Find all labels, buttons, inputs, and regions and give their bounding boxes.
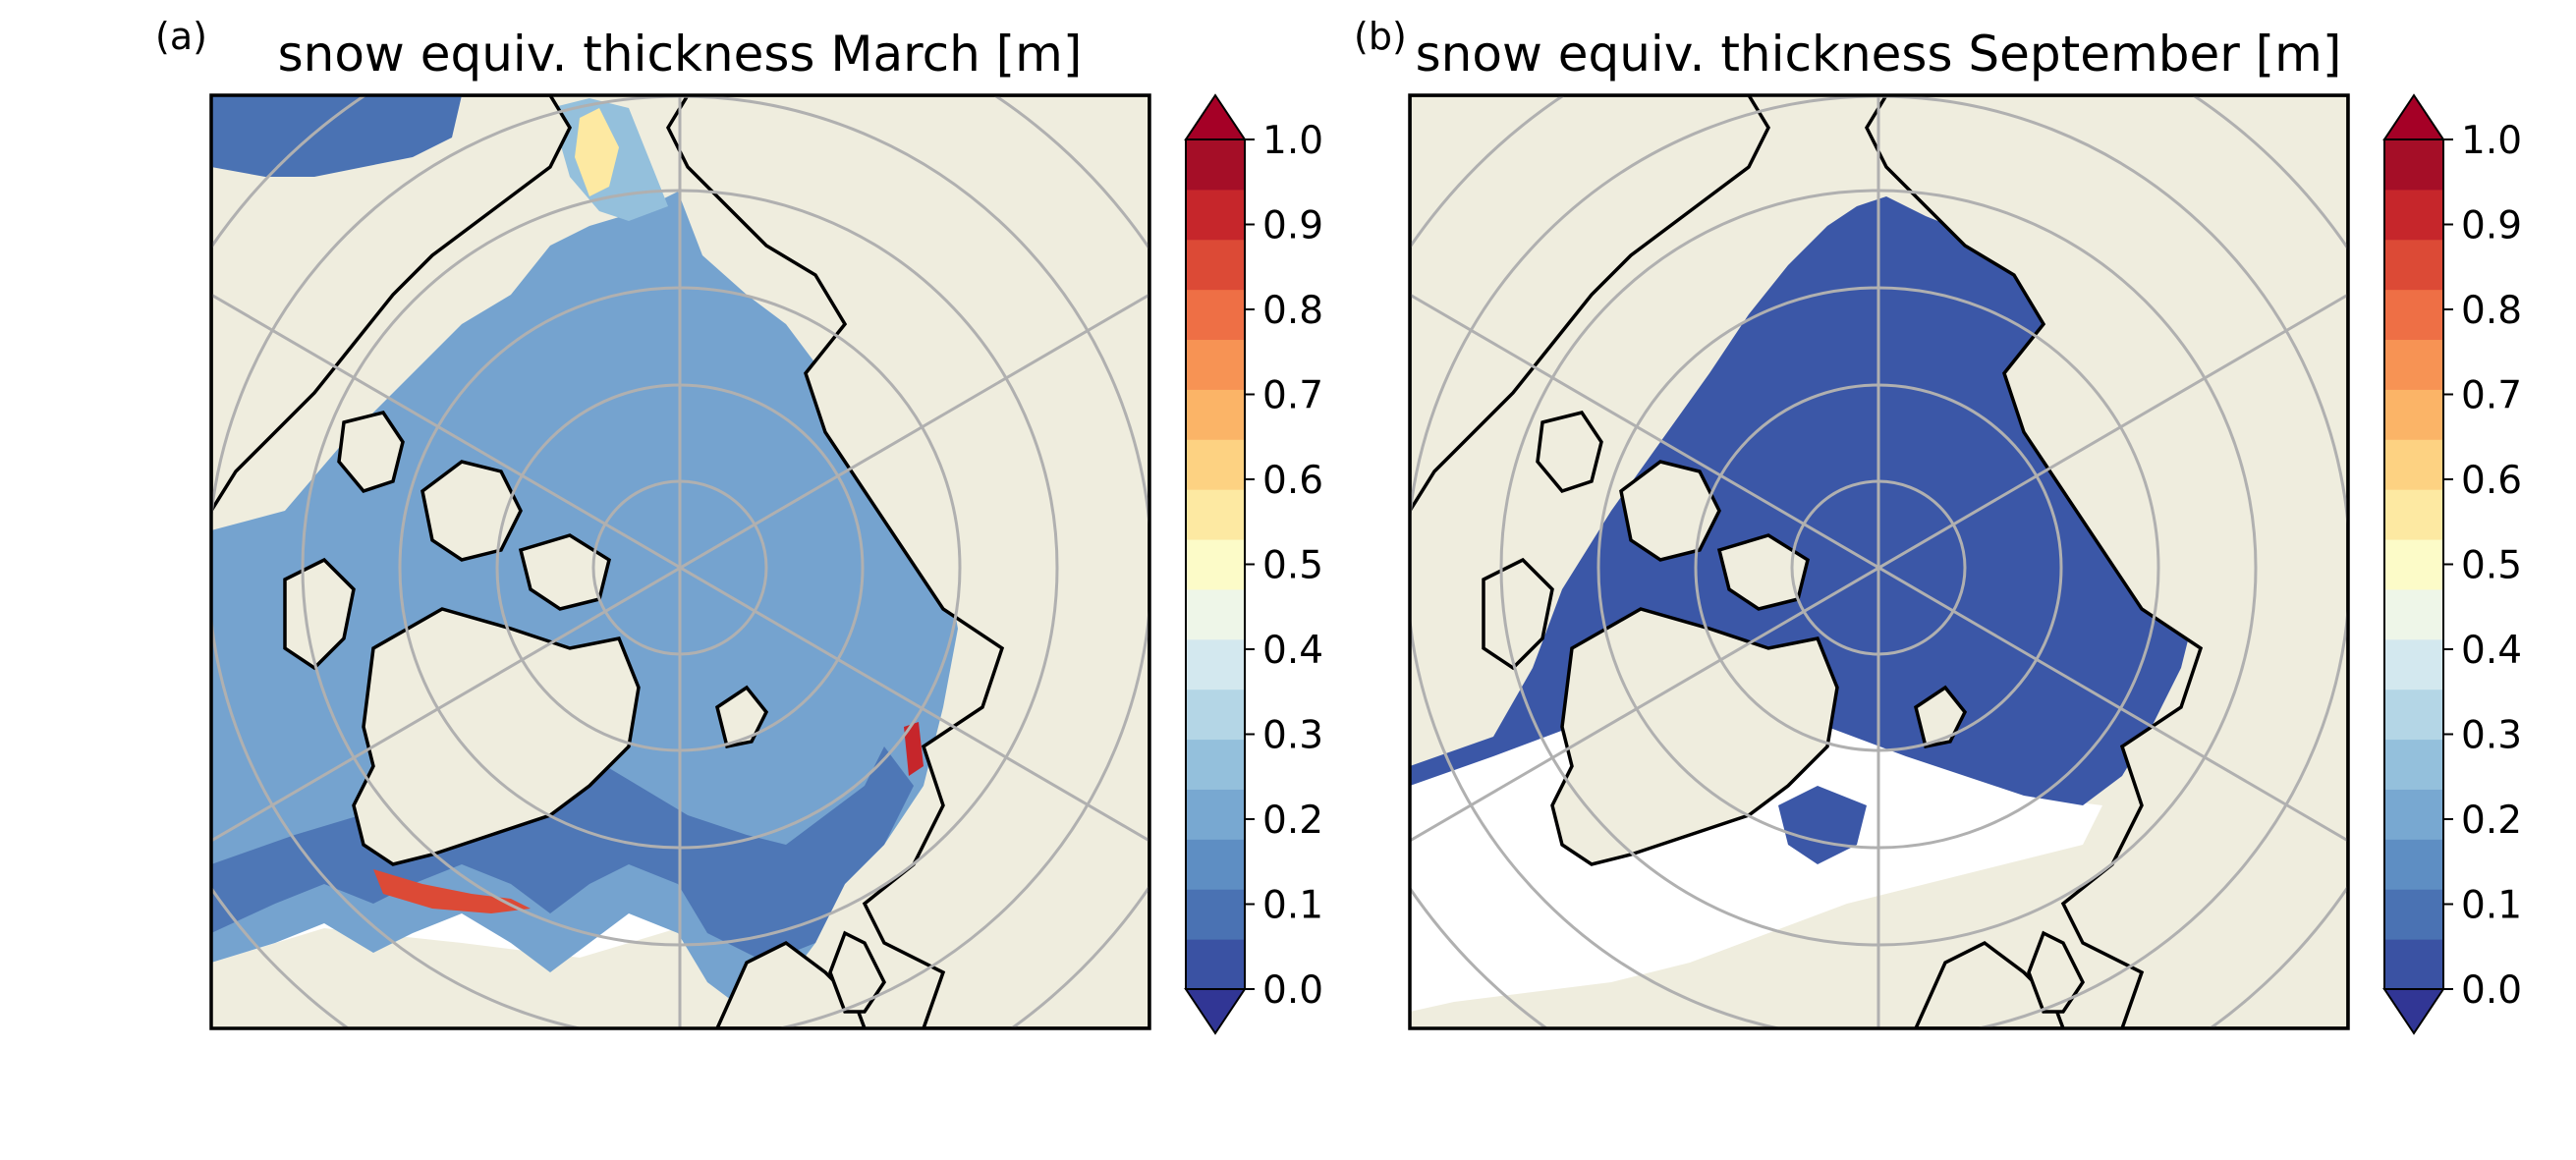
colorbar-tick-label: 0.7 [1262, 374, 1323, 418]
panel-b: (b) snow equiv. thickness September [m] [1354, 15, 2350, 1030]
colorbar-swatch [1186, 689, 1245, 741]
colorbar-tick-label: 0.8 [1262, 289, 1323, 333]
colorbar-a-swatches [1186, 139, 1245, 990]
colorbar-b-swatches [2384, 139, 2443, 990]
colorbar-b-under-triangle [2382, 988, 2445, 1035]
colorbar-swatch [2384, 689, 2443, 741]
panel-a-canadian-archipelago-1 [420, 460, 523, 562]
colorbar-tick-label: 0.1 [1262, 884, 1323, 928]
colorbar-b: 0.0 0.1 0.2 0.3 0.4 0.5 0.6 0.7 0.8 0.9 1.0 [2382, 93, 2522, 1035]
colorbar-tick-label: 0.9 [1262, 204, 1323, 249]
colorbar-a-under-triangle [1184, 988, 1247, 1035]
colorbar-b-over-triangle [2382, 93, 2445, 140]
panel-b-frame [1408, 93, 2350, 1030]
colorbar-swatch [2384, 588, 2443, 640]
colorbar-swatch [1186, 839, 1245, 890]
colorbar-swatch [1186, 588, 1245, 640]
colorbar-swatch [1186, 289, 1245, 341]
panel-a-eurasia [666, 95, 1149, 1028]
colorbar-tick-label: 0.0 [1262, 968, 1323, 1013]
panel-a-title: snow equiv. thickness March [m] [278, 26, 1083, 83]
colorbar-swatch [1186, 939, 1245, 990]
colorbar-tick-label: 0.5 [2461, 544, 2522, 588]
panel-a-hotspot-greenland [373, 869, 531, 913]
colorbar-swatch [1186, 239, 1245, 291]
panel-b-svalbard [1914, 685, 1968, 749]
colorbar-swatch [2384, 389, 2443, 440]
colorbar-a-ticks: 0.0 0.1 0.2 0.3 0.4 0.5 0.6 0.7 0.8 0.9 1.0 [1245, 119, 1323, 1013]
colorbar-swatch [2384, 789, 2443, 840]
panel-a-hotspot-bering [575, 108, 619, 196]
colorbar-swatch [2384, 839, 2443, 890]
colorbar-swatch [1186, 139, 1245, 191]
colorbar-tick-label: 1.0 [1262, 119, 1323, 163]
panel-a-canadian-archipelago-2 [337, 411, 405, 494]
colorbar-swatch [2384, 638, 2443, 690]
colorbar-tick-label: 0.8 [2461, 289, 2522, 333]
panel-a-north-america [211, 95, 572, 515]
colorbar-tick-label: 0.7 [2461, 374, 2522, 418]
panel-b-canadian-archipelago-1 [1619, 460, 1721, 562]
colorbar-swatch [1186, 539, 1245, 590]
colorbar-tick-label: 0.5 [1262, 544, 1323, 588]
panel-b-north-america [1410, 95, 1770, 515]
colorbar-swatch [1186, 189, 1245, 241]
colorbar-swatch [1186, 638, 1245, 690]
panel-a-svalbard [715, 685, 769, 749]
panel-a: (a) snow equiv. thickness March [m] [155, 15, 1151, 1030]
colorbar-tick-label: 0.9 [2461, 204, 2522, 249]
panel-b-scandinavia [1914, 940, 2065, 1028]
colorbar-tick-label: 0.2 [2461, 799, 2522, 843]
colorbar-swatch [2384, 539, 2443, 590]
colorbar-swatch [2384, 739, 2443, 790]
colorbar-tick-label: 0.4 [2461, 629, 2522, 673]
colorbar-swatch [2384, 439, 2443, 490]
colorbar-swatch [2384, 239, 2443, 291]
colorbar-swatch [2384, 189, 2443, 241]
colorbar-swatch [1186, 889, 1245, 940]
colorbar-swatch [1186, 739, 1245, 790]
colorbar-a: 0.0 0.1 0.2 0.3 0.4 0.5 0.6 0.7 0.8 0.9 1.0 [1184, 93, 1323, 1035]
colorbar-tick-label: 0.4 [1262, 629, 1323, 673]
colorbar-tick-label: 0.6 [2461, 459, 2522, 503]
panel-a-ice-margin [211, 697, 914, 963]
colorbar-a-over-triangle [1184, 93, 1247, 140]
colorbar-tick-label: 0.1 [2461, 884, 2522, 928]
colorbar-tick-label: 0.0 [2461, 968, 2522, 1013]
panel-b-novaya-zemlya [2027, 930, 2086, 1014]
colorbar-swatch [2384, 889, 2443, 940]
colorbar-tick-label: 0.2 [1262, 799, 1323, 843]
colorbar-tick-label: 0.3 [2461, 714, 2522, 758]
panel-b-title: snow equiv. thickness September [m] [1416, 26, 2342, 83]
panel-a-scandinavia [715, 940, 867, 1028]
panel-a-novaya-zemlya [828, 930, 887, 1014]
colorbar-swatch [1186, 389, 1245, 440]
colorbar-swatch [2384, 939, 2443, 990]
colorbar-swatch [1186, 489, 1245, 540]
panel-a-alaska-ice [211, 95, 462, 177]
colorbar-swatch [1186, 789, 1245, 840]
panel-a-frame [209, 93, 1151, 1030]
colorbar-swatch [2384, 139, 2443, 191]
panel-a-label: (a) [155, 15, 207, 58]
colorbar-swatch [2384, 339, 2443, 390]
colorbar-swatch [1186, 439, 1245, 490]
colorbar-tick-label: 0.3 [1262, 714, 1323, 758]
colorbar-swatch [1186, 339, 1245, 390]
colorbar-tick-label: 0.6 [1262, 459, 1323, 503]
colorbar-tick-label: 1.0 [2461, 119, 2522, 163]
panel-b-canadian-archipelago-2 [1536, 411, 1603, 494]
colorbar-swatch [2384, 289, 2443, 341]
panel-b-eurasia [1865, 95, 2348, 1028]
panel-a-hotspot-east [904, 722, 924, 776]
panel-b-label: (b) [1354, 15, 1407, 58]
colorbar-b-ticks: 0.0 0.1 0.2 0.3 0.4 0.5 0.6 0.7 0.8 0.9 1.0 [2443, 119, 2522, 1013]
colorbar-swatch [2384, 489, 2443, 540]
